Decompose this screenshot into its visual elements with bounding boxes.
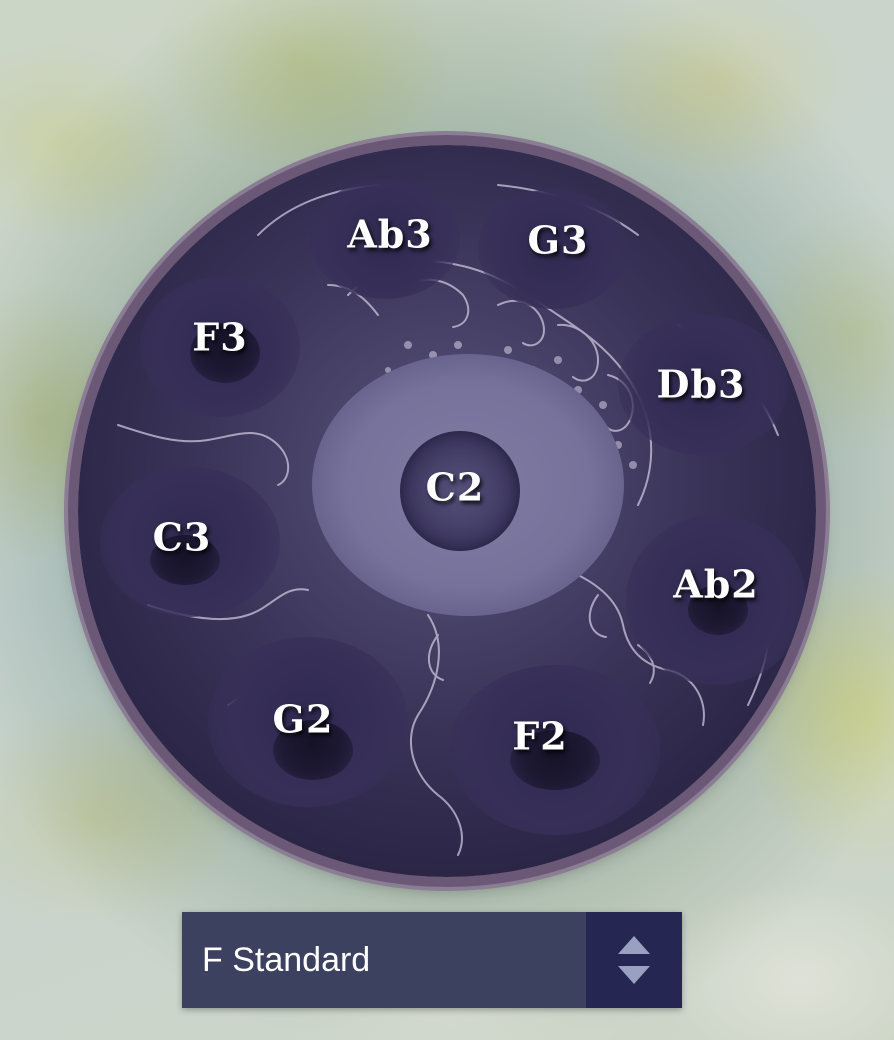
note-f2[interactable]: F2 xyxy=(512,713,568,759)
note-ab3[interactable]: Ab3 xyxy=(347,211,433,257)
tone-field-db3 xyxy=(618,315,788,455)
tone-field-g3 xyxy=(478,189,628,309)
note-g3[interactable]: G3 xyxy=(527,217,589,263)
note-ab2[interactable]: Ab2 xyxy=(673,561,759,607)
tone-field-ab3 xyxy=(310,179,460,299)
scale-select[interactable]: F Standard xyxy=(182,912,682,1008)
note-ding-c2[interactable]: C2 xyxy=(425,464,485,510)
note-g2[interactable]: G2 xyxy=(272,696,334,742)
dimple-f3 xyxy=(190,323,260,383)
arrow-up-icon xyxy=(618,936,650,954)
note-db3[interactable]: Db3 xyxy=(656,361,746,407)
scale-select-value: F Standard xyxy=(202,941,371,979)
chevron-up-down-icon[interactable] xyxy=(586,912,682,1008)
note-f3[interactable]: F3 xyxy=(192,314,248,360)
note-c3[interactable]: C3 xyxy=(152,514,212,560)
dimple-f2 xyxy=(510,730,600,790)
dimple-ab2 xyxy=(688,585,748,635)
handpan-drum xyxy=(78,145,816,877)
dimple-c3 xyxy=(150,535,220,585)
dimple-g2 xyxy=(273,720,353,780)
ding-dome xyxy=(400,431,520,551)
arrow-down-icon xyxy=(618,966,650,984)
